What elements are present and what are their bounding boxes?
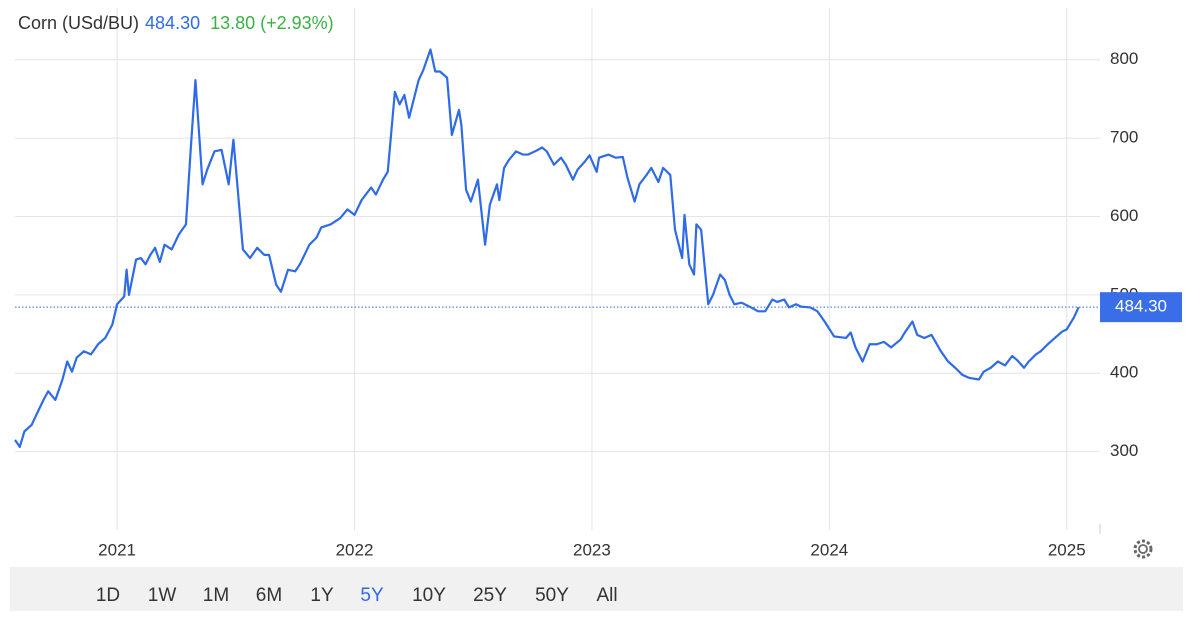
y-tick-label: 400 — [1110, 363, 1138, 382]
price-tag-label: 484.30 — [1115, 297, 1167, 316]
y-tick-label: 700 — [1110, 128, 1138, 147]
title: Corn (USd/BU) — [18, 13, 139, 33]
x-tick-label: 2022 — [336, 540, 374, 559]
range-button[interactable]: 50Y — [535, 585, 569, 606]
price-line — [14, 48, 1080, 449]
x-tick-label: 2024 — [810, 540, 848, 559]
range-button[interactable]: 1D — [96, 585, 120, 606]
y-tick-label: 800 — [1110, 49, 1138, 68]
range-bar — [10, 567, 1183, 611]
range-button[interactable]: 1M — [203, 585, 229, 606]
x-tick-label: 2021 — [98, 540, 136, 559]
x-tick-label: 2025 — [1048, 540, 1086, 559]
header: Corn (USd/BU) 484.30 13.80 (+2.93%) — [18, 13, 334, 33]
change: 13.80 (+2.93%) — [210, 13, 334, 33]
range-button[interactable]: 5Y — [360, 585, 384, 606]
range-button[interactable]: 1Y — [310, 585, 334, 606]
range-button[interactable]: 25Y — [473, 585, 507, 606]
range-button[interactable]: 6M — [256, 585, 282, 606]
range-button[interactable]: 10Y — [412, 585, 446, 606]
settings-icon[interactable] — [1133, 539, 1153, 559]
range-button[interactable]: 1W — [148, 585, 177, 606]
price-tag — [1100, 292, 1182, 323]
x-tick-label: 2023 — [573, 540, 611, 559]
gear-hub — [1138, 544, 1148, 554]
gear-teeth — [1133, 539, 1153, 559]
y-tick-label: 300 — [1110, 441, 1138, 460]
range-button[interactable]: All — [596, 585, 617, 606]
price: 484.30 — [145, 13, 200, 33]
y-tick-label: 600 — [1110, 206, 1138, 225]
